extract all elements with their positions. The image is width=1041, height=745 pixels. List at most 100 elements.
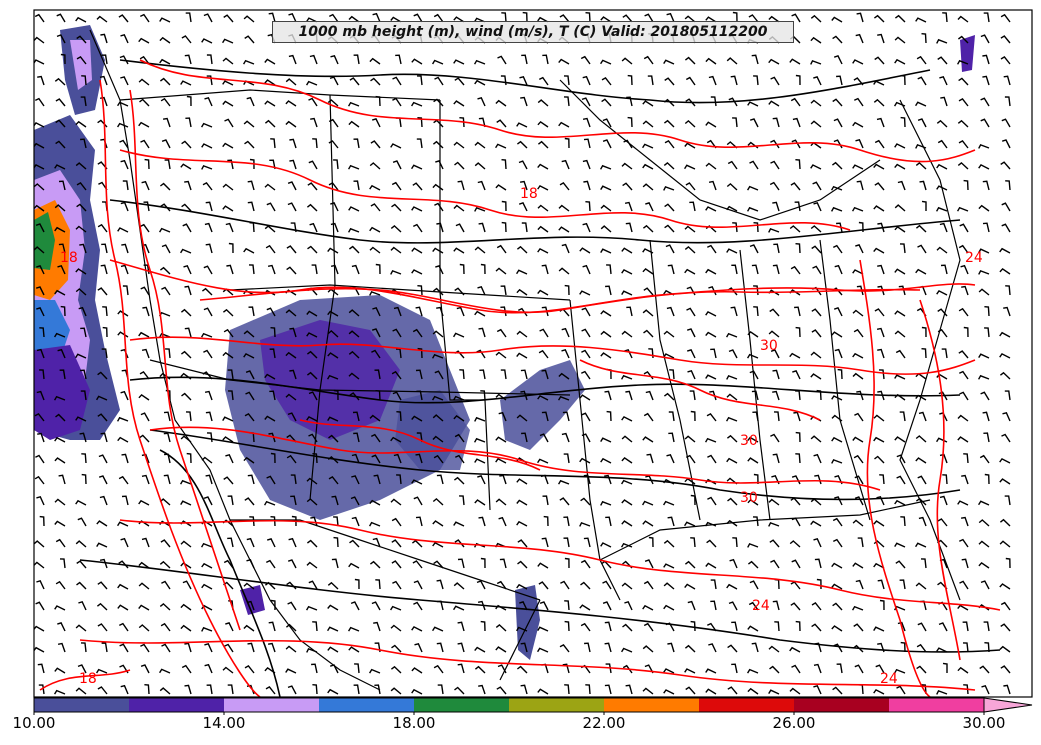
colorbar-segment: [509, 698, 605, 712]
wind-barb: [959, 223, 969, 233]
wind-barb: [413, 580, 423, 590]
wind-barb: [36, 390, 45, 401]
wind-barb: [54, 457, 66, 464]
wind-barb: [459, 117, 465, 128]
wind-barb: [557, 479, 570, 485]
wind-barb: [730, 75, 738, 86]
wind-barb: [396, 474, 402, 485]
wind-barb: [684, 560, 696, 569]
wind-barb: [751, 54, 759, 65]
wind-barb: [999, 478, 1011, 485]
wind-barb: [963, 326, 969, 338]
wind-barb: [980, 34, 990, 44]
wind-barb: [585, 201, 591, 212]
wind-barb: [541, 411, 549, 422]
wind-barb: [831, 16, 843, 23]
wind-barb: [1000, 601, 1011, 611]
wind-barb: [395, 54, 402, 65]
wind-barb: [455, 223, 465, 233]
wind-barb: [287, 202, 297, 212]
wind-barb: [99, 495, 108, 506]
wind-barb: [326, 374, 339, 380]
wind-barb: [347, 227, 360, 233]
wind-barb: [432, 330, 444, 338]
wind-barb: [728, 349, 738, 359]
wind-barb: [306, 477, 318, 485]
wind-barb: [684, 245, 696, 254]
wind-barb: [873, 540, 885, 548]
wind-barb: [896, 475, 906, 485]
wind-barb: [54, 436, 66, 443]
wind-barb: [584, 642, 591, 653]
wind-barb: [606, 264, 612, 275]
wind-barb: [480, 390, 486, 401]
wind-barb: [521, 54, 528, 65]
wind-barb: [732, 537, 738, 548]
wind-barb: [984, 306, 990, 317]
wind-barb: [474, 207, 486, 212]
wind-barb: [625, 222, 633, 233]
wind-barb: [642, 143, 654, 149]
wind-barb: [350, 496, 360, 506]
wind-barb: [810, 164, 822, 170]
wind-barb: [939, 495, 948, 506]
wind-barb: [537, 140, 549, 149]
wind-barb: [980, 118, 990, 128]
wind-barb: [138, 78, 150, 86]
wind-barb: [878, 369, 885, 380]
wind-barb: [206, 54, 213, 65]
wind-barb: [728, 601, 738, 611]
wind-barb: [285, 351, 297, 359]
wind-barb: [664, 224, 675, 233]
wind-barb: [621, 582, 633, 590]
wind-barb: [747, 543, 759, 548]
wind-barb: [1002, 411, 1011, 422]
wind-barb: [562, 663, 570, 674]
wind-barb: [537, 248, 549, 254]
wind-barb: [454, 686, 465, 695]
wind-barb: [600, 457, 612, 464]
wind-barb: [538, 76, 549, 86]
wind-barb: [710, 600, 717, 611]
wind-barb: [185, 12, 192, 23]
wind-barb: [269, 159, 276, 170]
wind-barb: [858, 221, 864, 233]
wind-barb: [55, 580, 66, 590]
wind-barb: [333, 159, 339, 170]
contour-label: 18: [60, 250, 78, 266]
wind-barb: [622, 664, 633, 674]
wind-barb: [459, 263, 465, 275]
wind-barb: [479, 369, 486, 380]
wind-barb: [328, 140, 339, 149]
wind-barb: [477, 180, 486, 191]
wind-barb: [327, 688, 339, 695]
wind-barb: [520, 369, 528, 380]
wind-barb: [959, 580, 969, 590]
wind-barb: [141, 537, 150, 548]
wind-barb: [392, 160, 402, 170]
wind-barb: [749, 580, 759, 590]
wind-barb: [97, 371, 108, 380]
wind-barb: [416, 75, 423, 86]
wind-barb: [353, 684, 360, 695]
wind-barb: [117, 521, 129, 527]
colorbar-segment: [414, 698, 510, 712]
wind-barb: [474, 310, 486, 317]
wind-barb: [434, 202, 444, 212]
wind-barb: [161, 244, 171, 254]
wind-barb: [308, 160, 318, 170]
wind-barb: [917, 244, 927, 254]
wind-barb: [958, 97, 969, 107]
wind-barb: [311, 264, 318, 275]
wind-barb: [877, 33, 885, 44]
wind-barb: [369, 184, 381, 191]
wind-barb: [369, 291, 381, 296]
wind-barb: [436, 579, 444, 590]
wind-barb: [520, 684, 528, 695]
wind-barb: [1001, 202, 1011, 212]
wind-barb: [539, 433, 549, 443]
wind-barb: [436, 642, 444, 653]
wind-barb: [371, 349, 381, 359]
wind-barb: [856, 285, 864, 296]
wind-barb: [957, 161, 969, 170]
